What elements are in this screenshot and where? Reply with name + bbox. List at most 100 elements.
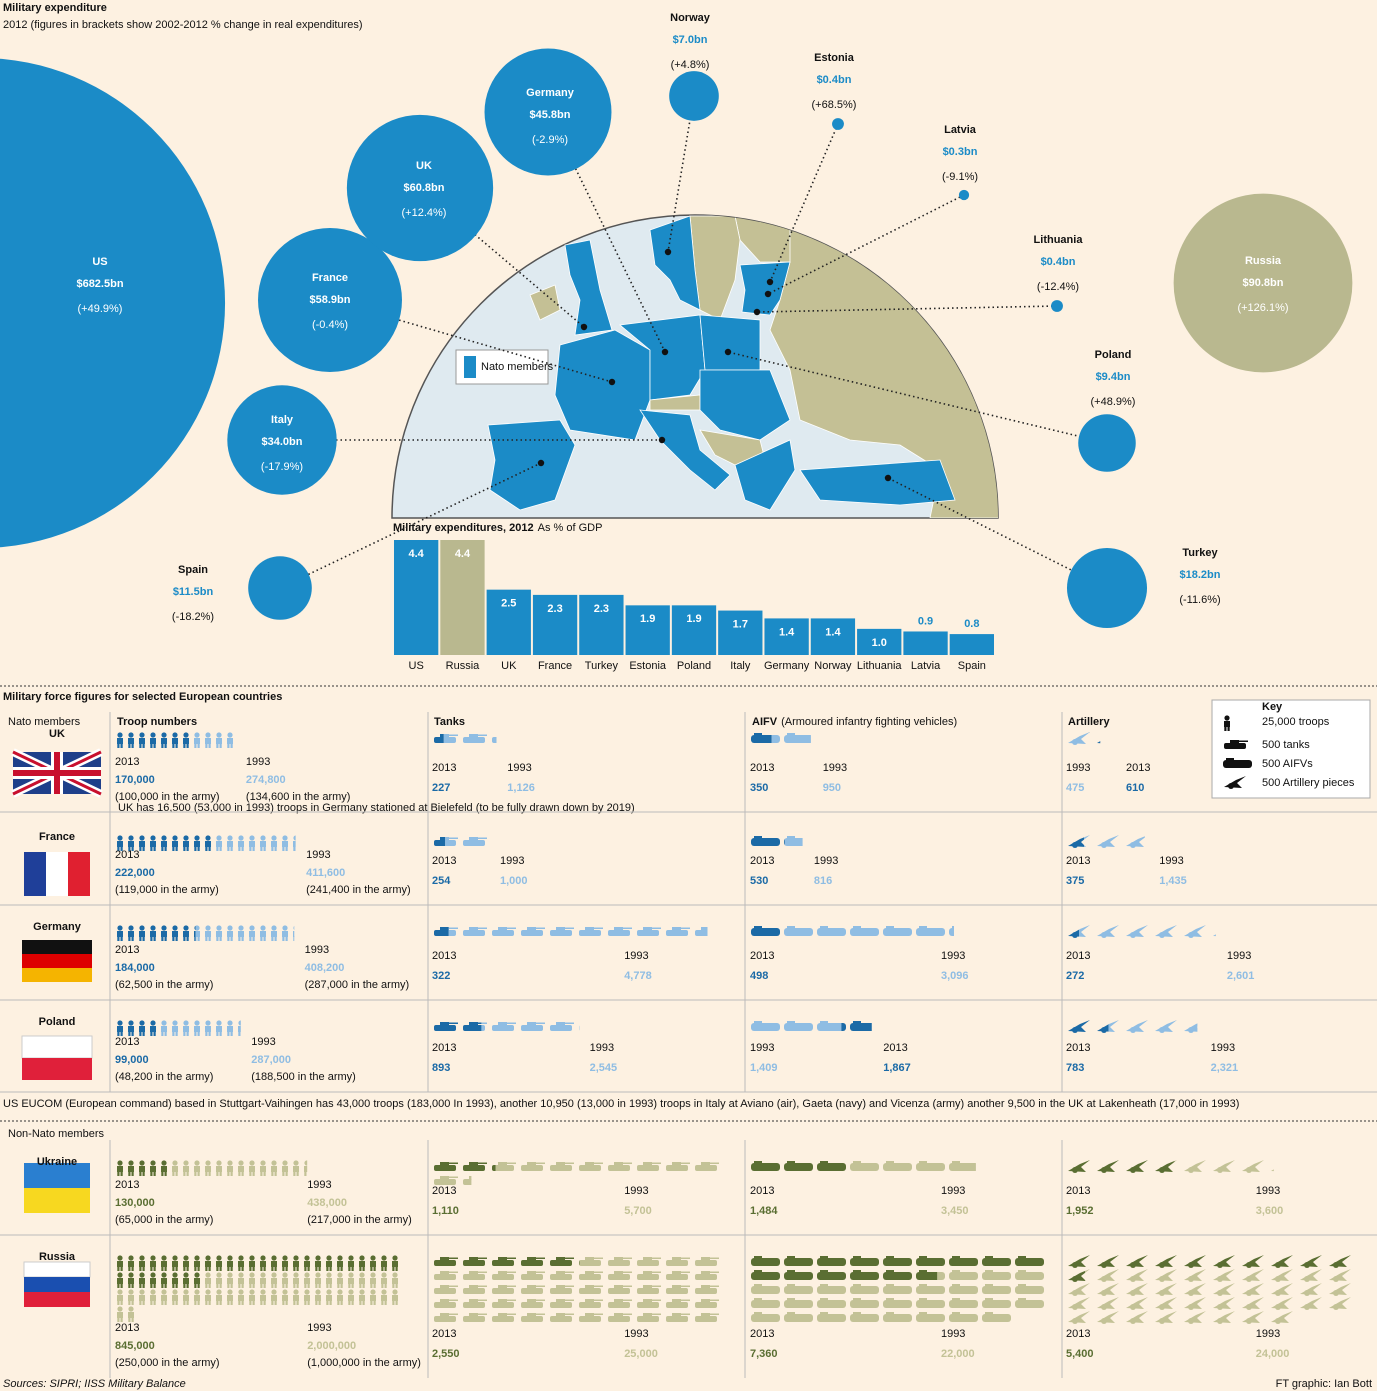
country-name: Germany bbox=[33, 921, 82, 933]
icon-part bbox=[498, 1313, 507, 1317]
icon-shape bbox=[128, 1160, 134, 1176]
bubble-change: (+126.1%) bbox=[1237, 302, 1288, 314]
icon-shape bbox=[205, 1289, 211, 1305]
icon-part bbox=[183, 1295, 189, 1301]
icon-part bbox=[952, 1312, 960, 1315]
icon-part bbox=[329, 1266, 332, 1271]
icon-part bbox=[263, 846, 266, 851]
icon-shape bbox=[608, 1313, 632, 1322]
icon bbox=[695, 1285, 719, 1294]
icon-part bbox=[260, 925, 266, 931]
icon-shape bbox=[982, 1298, 1011, 1308]
icon-shape bbox=[982, 1312, 1011, 1322]
icon bbox=[150, 1020, 156, 1036]
icon-part bbox=[194, 1160, 200, 1166]
icon-shape bbox=[817, 1298, 846, 1308]
bubble-change: (-2.9%) bbox=[532, 134, 568, 146]
icon-part bbox=[172, 1283, 175, 1288]
bubble bbox=[1066, 547, 1148, 629]
icon bbox=[463, 927, 487, 936]
icon bbox=[751, 1312, 780, 1322]
icon-part bbox=[161, 1166, 167, 1172]
year-label: 1993 bbox=[941, 1185, 965, 1197]
bar-value-label: 4.4 bbox=[409, 548, 425, 560]
icon-part bbox=[172, 1026, 178, 1032]
icon-shape bbox=[1097, 1311, 1119, 1324]
icon-part bbox=[701, 1257, 710, 1261]
year-label: 2013 bbox=[1066, 855, 1090, 867]
icon-shape bbox=[850, 926, 879, 936]
year-label: 2013 bbox=[115, 944, 139, 956]
icon-part bbox=[153, 1266, 156, 1271]
icon-part bbox=[469, 1285, 478, 1289]
icon bbox=[117, 1272, 123, 1288]
icon-part bbox=[241, 1171, 244, 1176]
icon-shape bbox=[183, 1020, 189, 1036]
icon-shape bbox=[260, 1255, 266, 1271]
icon-part bbox=[771, 735, 780, 743]
icon-part bbox=[282, 1289, 288, 1295]
icon-part bbox=[1101, 1290, 1107, 1296]
icon-shape bbox=[326, 1272, 332, 1288]
icon-shape bbox=[1184, 1269, 1206, 1282]
figure-value: 1,435 bbox=[1159, 875, 1187, 887]
icon-part bbox=[241, 1300, 244, 1305]
icon-part bbox=[392, 1300, 395, 1305]
icon bbox=[161, 1289, 167, 1305]
icon-part bbox=[131, 1171, 134, 1176]
icon-part bbox=[227, 1266, 230, 1271]
icon-shape bbox=[883, 1161, 912, 1171]
icon-part bbox=[131, 743, 134, 748]
year-label: 1993 bbox=[500, 855, 524, 867]
icon bbox=[521, 927, 545, 936]
icon-part bbox=[282, 936, 285, 941]
icon-shape bbox=[1126, 1269, 1148, 1282]
icon bbox=[293, 1272, 299, 1288]
icon-part bbox=[150, 1026, 156, 1032]
icon-shape bbox=[1097, 1297, 1119, 1310]
icon-part bbox=[754, 1298, 762, 1301]
icon-part bbox=[307, 1283, 310, 1288]
icon-part bbox=[194, 1278, 200, 1284]
icon-part bbox=[238, 835, 244, 841]
icon-shape bbox=[492, 1313, 516, 1322]
icon bbox=[784, 926, 813, 936]
icon-part bbox=[304, 1283, 307, 1288]
icon-shape bbox=[1015, 1284, 1044, 1294]
icon-shape bbox=[637, 1313, 661, 1322]
icon bbox=[260, 1289, 266, 1305]
year-label: 2013 bbox=[1066, 1185, 1090, 1197]
icon-part bbox=[150, 1020, 156, 1026]
icon-part bbox=[238, 1026, 241, 1032]
icon-shape bbox=[579, 1260, 580, 1266]
icon bbox=[751, 1284, 780, 1294]
icon-shape bbox=[1184, 1255, 1206, 1268]
icon-shape bbox=[293, 926, 295, 941]
icon-part bbox=[175, 1300, 178, 1305]
icon-part bbox=[579, 1274, 601, 1280]
icon-shape bbox=[445, 837, 458, 846]
icon-shape bbox=[227, 925, 233, 941]
icon-part bbox=[183, 936, 186, 941]
icon bbox=[293, 1160, 299, 1176]
icon-part bbox=[205, 1166, 211, 1172]
icon-shape bbox=[949, 1256, 978, 1266]
icon-part bbox=[150, 931, 156, 937]
icon-part bbox=[1275, 1290, 1281, 1296]
icon-part bbox=[351, 1266, 354, 1271]
year-label: 1993 bbox=[305, 944, 329, 956]
icon bbox=[608, 1313, 632, 1322]
icon-shape bbox=[150, 1160, 156, 1176]
icon-part bbox=[784, 1023, 813, 1031]
icon bbox=[1184, 1283, 1206, 1296]
icon-part bbox=[1015, 1258, 1044, 1266]
icon bbox=[194, 1160, 200, 1176]
icon-shape bbox=[608, 1285, 632, 1294]
flag-russia bbox=[23, 1261, 91, 1307]
icon-part bbox=[216, 1020, 222, 1026]
icon-part bbox=[260, 1278, 266, 1284]
key-icon bbox=[1224, 740, 1248, 749]
figure-value: 7,360 bbox=[750, 1348, 778, 1360]
icon-shape bbox=[150, 1272, 156, 1288]
